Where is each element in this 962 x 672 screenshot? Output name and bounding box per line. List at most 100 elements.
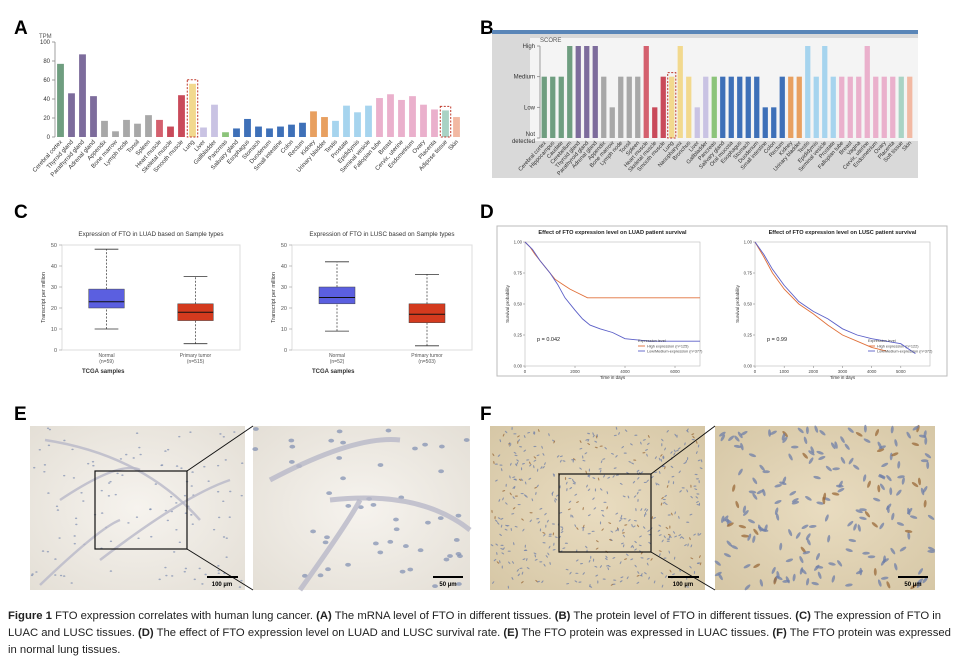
cell-nucleus (377, 550, 384, 555)
cell-nucleus (224, 459, 227, 461)
axis-title: TPM (39, 34, 52, 40)
cell-nucleus (681, 536, 685, 539)
cell-nucleus (800, 546, 806, 553)
caption-text: The protein level of FTO in different ti… (573, 610, 793, 622)
cell-nucleus (924, 437, 928, 445)
cell-nucleus (782, 579, 790, 583)
x-tick-label: Skin (448, 139, 460, 152)
cell-nucleus (172, 551, 176, 553)
cell-nucleus (723, 515, 729, 522)
cell-nucleus (328, 438, 335, 443)
cell-nucleus (138, 446, 141, 449)
cell-nucleus (542, 466, 545, 469)
cell-nucleus (219, 433, 222, 435)
cell-nucleus (545, 524, 547, 528)
cell-nucleus (773, 576, 777, 585)
cell-nucleus (499, 464, 503, 466)
cell-nucleus (667, 514, 671, 516)
cell-nucleus (562, 547, 566, 549)
chart-title: Expression of FTO in LUAD based on Sampl… (78, 231, 223, 238)
cell-nucleus (737, 431, 743, 439)
cell-nucleus (679, 536, 683, 539)
cell-nucleus (733, 444, 742, 449)
cell-nucleus (228, 516, 231, 518)
y-tick-label: 0.00 (514, 364, 523, 369)
cell-nucleus (927, 514, 935, 520)
cell-nucleus (695, 501, 699, 503)
bar (847, 76, 853, 138)
bar (788, 76, 794, 138)
cell-nucleus (920, 487, 925, 496)
cell-nucleus (647, 529, 651, 532)
cell-nucleus (806, 538, 811, 546)
cell-nucleus (207, 480, 210, 482)
cell-nucleus (806, 577, 810, 586)
cell-nucleus (499, 533, 502, 536)
cell-nucleus (573, 481, 576, 484)
cell-nucleus (551, 523, 556, 525)
x-tick-label: 4000 (620, 369, 630, 374)
cell-nucleus (835, 484, 844, 488)
cell-nucleus (802, 550, 811, 555)
cell-nucleus (505, 502, 508, 505)
cell-nucleus (73, 542, 76, 545)
y-tick-label: 0 (284, 348, 287, 354)
cell-nucleus (566, 583, 570, 585)
cell-nucleus (638, 544, 642, 547)
cell-nucleus (672, 481, 675, 485)
cell-nucleus (604, 446, 607, 450)
cell-nucleus (240, 494, 243, 497)
cell-nucleus (502, 497, 504, 501)
cell-nucleus (815, 553, 820, 561)
bar (720, 76, 726, 138)
cell-nucleus (686, 521, 690, 523)
cell-nucleus (204, 573, 207, 576)
cell-nucleus (655, 482, 657, 486)
cell-nucleus (837, 560, 843, 567)
cell-nucleus (813, 475, 821, 480)
cell-nucleus (571, 514, 574, 518)
cell-nucleus (640, 471, 644, 474)
x-tick-label: 0 (524, 369, 527, 374)
cell-nucleus (689, 513, 693, 516)
cell-nucleus (674, 511, 676, 515)
x-tick-label: (n=59) (99, 359, 114, 365)
caption-text: The mRNA level of FTO in different tissu… (334, 610, 552, 622)
cell-nucleus (523, 449, 527, 452)
cell-nucleus (674, 433, 677, 437)
cell-nucleus (48, 428, 52, 431)
cell-nucleus (582, 528, 584, 532)
cell-nucleus (576, 527, 579, 530)
bar (79, 54, 86, 137)
tissue-texture (30, 424, 936, 592)
cell-nucleus (553, 440, 556, 444)
cell-nucleus (606, 506, 608, 510)
cell-nucleus (517, 503, 521, 506)
cell-nucleus (626, 576, 629, 580)
survival-curve (754, 241, 887, 352)
axis-title: TCGA samples (312, 369, 355, 375)
zoom-box (558, 473, 652, 553)
cell-nucleus (920, 459, 929, 463)
cell-nucleus (658, 550, 662, 552)
cell-nucleus (802, 452, 808, 459)
cell-nucleus (694, 488, 698, 490)
cell-nucleus (904, 529, 913, 533)
cell-nucleus (536, 484, 539, 488)
cell-nucleus (776, 570, 780, 579)
x-tick-label: Primary tumor (180, 353, 212, 359)
cell-nucleus (795, 532, 801, 539)
cell-nucleus (527, 431, 531, 434)
scale-label: 100 µm (673, 582, 693, 588)
cell-nucleus (658, 534, 662, 536)
cell-nucleus (587, 488, 591, 491)
cell-nucleus (574, 493, 578, 496)
cell-nucleus (164, 509, 168, 512)
cell-nucleus (544, 462, 546, 466)
cell-nucleus (175, 465, 179, 467)
cell-nucleus (728, 435, 735, 442)
cell-nucleus (568, 500, 572, 504)
cell-nucleus (543, 533, 546, 537)
cell-nucleus (863, 424, 867, 433)
cell-nucleus (808, 450, 815, 456)
